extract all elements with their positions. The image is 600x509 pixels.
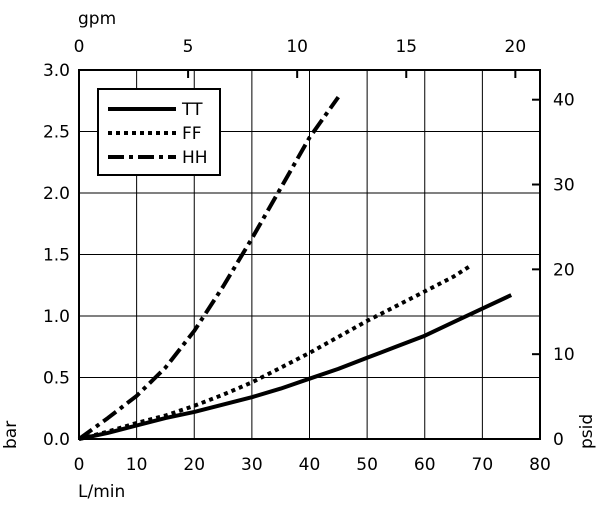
y-tick-label-5: 2.5 <box>43 123 70 143</box>
y-tick-label-1: 0.5 <box>43 369 70 389</box>
x2-tick-label-3: 15 <box>395 37 417 57</box>
x-axis-label: L/min <box>78 482 125 502</box>
y-tick-label-2: 1.0 <box>43 307 70 327</box>
tick-labels: 0 10 20 30 40 50 60 70 800.00.51.01.52.02.53.00 5… <box>43 37 575 475</box>
x-tick-label-6: 60 <box>414 455 436 475</box>
x-tick-label-4: 40 <box>299 455 321 475</box>
series-group <box>77 95 513 441</box>
x2-tick-label-0: 0 <box>74 37 85 57</box>
series-line-ff <box>78 263 472 441</box>
y2-tick-label-1: 10 <box>553 345 575 365</box>
y2-tick-label-3: 30 <box>553 176 575 196</box>
y-tick-label-4: 2.0 <box>43 184 70 204</box>
x2-tick-label-2: 10 <box>286 37 308 57</box>
x-tick-label-3: 30 <box>241 455 263 475</box>
y-tick-label-3: 1.5 <box>43 246 70 266</box>
ticks <box>78 70 540 440</box>
legend-label-tt: TT <box>181 100 203 120</box>
y2-tick-label-2: 20 <box>553 260 575 280</box>
x-tick-label-2: 20 <box>183 455 205 475</box>
series-line-tt <box>78 293 513 441</box>
legend-label-ff: FF <box>182 124 202 144</box>
x-tick-label-7: 70 <box>472 455 494 475</box>
x-tick-label-8: 80 <box>529 455 551 475</box>
legend: TT FF HH <box>97 88 221 176</box>
y-tick-label-6: 3.0 <box>43 61 70 81</box>
x-tick-label-0: 0 <box>74 455 85 475</box>
y-tick-label-0: 0.0 <box>43 430 70 450</box>
x-tick-label-5: 50 <box>356 455 378 475</box>
y2-tick-label-0: 0 <box>553 430 564 450</box>
x2-tick-label-4: 20 <box>505 37 527 57</box>
legend-label-hh: HH <box>182 148 208 168</box>
plot-frame <box>78 69 541 440</box>
y2-tick-label-4: 40 <box>553 91 575 111</box>
x2-tick-label-1: 5 <box>183 37 194 57</box>
x-tick-label-1: 10 <box>126 455 148 475</box>
y2-axis-label: psid <box>577 414 597 449</box>
series-line-hh <box>77 95 340 441</box>
y-axis-label: bar <box>1 421 21 449</box>
x2-axis-label: gpm <box>78 9 116 29</box>
